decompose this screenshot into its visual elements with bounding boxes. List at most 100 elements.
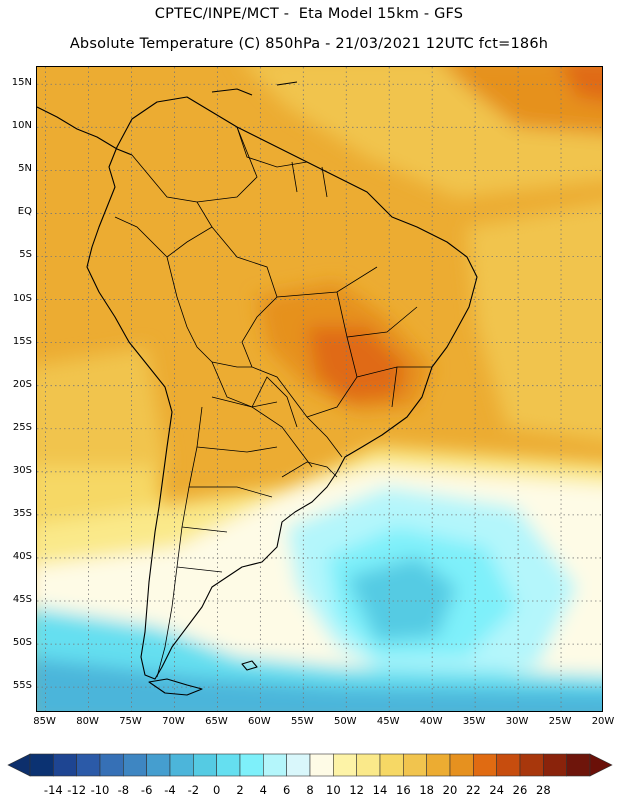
lat-tick-label: 30S bbox=[12, 464, 32, 476]
colorbar-high-arrow bbox=[589, 753, 613, 777]
colorbar-swatch bbox=[123, 753, 147, 777]
field-drake-cold bbox=[37, 658, 602, 711]
central-america-outline bbox=[37, 106, 133, 156]
colorbar-level-label: 6 bbox=[283, 783, 290, 797]
colorbar-swatch bbox=[426, 753, 451, 777]
border-paraguay bbox=[251, 376, 298, 428]
colorbar-swatch bbox=[519, 753, 544, 777]
colorbar-swatch bbox=[379, 753, 404, 777]
colorbar-swatch bbox=[193, 753, 217, 777]
graticule bbox=[37, 67, 602, 711]
colorbar-level-label: 18 bbox=[419, 783, 434, 797]
colorbar-swatch bbox=[449, 753, 474, 777]
lon-tick-label: 40W bbox=[419, 716, 443, 727]
border-argentina-north bbox=[211, 396, 313, 468]
colorbar-swatch bbox=[403, 753, 427, 777]
border-ecuador bbox=[114, 216, 168, 258]
lon-tick-label: 70W bbox=[162, 716, 185, 727]
lat-tick-label: 55S bbox=[12, 680, 32, 692]
lat-tick-label: 10S bbox=[12, 292, 32, 304]
colorbar-level-label: 20 bbox=[443, 783, 458, 797]
colorbar-level-label: 28 bbox=[536, 783, 551, 797]
colorbar-level-label: -14 bbox=[44, 783, 63, 797]
falklands bbox=[241, 660, 258, 671]
colorbar-swatch bbox=[53, 753, 77, 777]
colorbar-swatch bbox=[99, 753, 124, 777]
brazil-states bbox=[276, 266, 432, 418]
border-bolivia bbox=[211, 361, 278, 408]
colorbar-swatch bbox=[356, 753, 381, 777]
colorbar-level-label: 24 bbox=[489, 783, 504, 797]
border-uruguay bbox=[281, 461, 338, 478]
lon-tick-label: 80W bbox=[76, 716, 99, 727]
colorbar-swatch bbox=[29, 753, 54, 777]
colorbar-level-label: -2 bbox=[188, 783, 199, 797]
colorbar-level-label: 16 bbox=[396, 783, 411, 797]
colorbar-swatch bbox=[473, 753, 497, 777]
colorbar-swatch bbox=[333, 753, 357, 777]
border-peru bbox=[166, 256, 213, 363]
colorbar-swatch bbox=[496, 753, 521, 777]
temperature-field bbox=[37, 67, 602, 711]
border-colombia bbox=[131, 154, 213, 258]
field-south-coldest bbox=[347, 557, 457, 642]
lon-tick-label: 65W bbox=[205, 716, 228, 727]
colorbar-level-label: -12 bbox=[67, 783, 86, 797]
lat-tick-label: 15S bbox=[12, 335, 32, 347]
lat-tick-label: 5S bbox=[19, 249, 32, 261]
colorbar-level-label: 10 bbox=[326, 783, 341, 797]
colorbar-swatch bbox=[76, 753, 101, 777]
colorbar-swatch bbox=[216, 753, 241, 777]
colorbar-level-label: 26 bbox=[513, 783, 528, 797]
lon-tick-label: 50W bbox=[333, 716, 357, 727]
colorbar-level-label: -4 bbox=[164, 783, 175, 797]
colorbar-swatch bbox=[239, 753, 264, 777]
field-north-ocean-warm bbox=[447, 67, 602, 135]
colorbar: -14 -12 -10 -8 -6 -4 -2 0 2 4 6 8 10 12 14 16 18 20 22 24 26… bbox=[7, 753, 613, 797]
lat-tick-label: 10N bbox=[11, 120, 32, 132]
lat-tick-label: 5N bbox=[18, 163, 32, 175]
colorbar-swatch bbox=[263, 753, 287, 777]
argentina-provinces bbox=[176, 446, 278, 573]
lon-tick-label: 85W bbox=[33, 716, 56, 727]
coastlines bbox=[37, 81, 478, 696]
map-title: CPTEC/INPE/MCT - Eta Model 15km - GFS bbox=[154, 6, 464, 22]
colorbar-boxes bbox=[7, 753, 613, 777]
colorbar-swatch bbox=[146, 753, 171, 777]
south-america-outline bbox=[86, 96, 478, 680]
lon-tick-label: 55W bbox=[291, 716, 314, 727]
colorbar-level-label: 12 bbox=[349, 783, 364, 797]
lon-tick-label: 25W bbox=[548, 716, 572, 727]
colorbar-level-label: 14 bbox=[373, 783, 388, 797]
colorbar-level-label: -6 bbox=[141, 783, 152, 797]
colorbar-swatch bbox=[286, 753, 311, 777]
lat-tick-label: 40S bbox=[12, 550, 32, 562]
colorbar-level-label: 8 bbox=[306, 783, 313, 797]
lon-tick-label: 45W bbox=[376, 716, 400, 727]
colorbar-level-label: 2 bbox=[236, 783, 243, 797]
colorbar-labels: -14 -12 -10 -8 -6 -4 -2 0 2 4 6 8 10 12 14 16 18 20 22 24 26… bbox=[44, 783, 551, 797]
colorbar-level-label: -8 bbox=[118, 783, 129, 797]
field-atlantic-east bbox=[467, 203, 602, 442]
tierra-del-fuego bbox=[148, 678, 203, 696]
colorbar-level-label: -10 bbox=[91, 783, 110, 797]
lon-tick-label: 60W bbox=[248, 716, 271, 727]
border-guianas bbox=[236, 126, 328, 198]
lon-tick-label: 35W bbox=[462, 716, 486, 727]
colorbar-level-label: 4 bbox=[260, 783, 267, 797]
caribbean-islands bbox=[211, 81, 298, 96]
lat-tick-label: 50S bbox=[12, 637, 32, 649]
field-pacific-band bbox=[37, 347, 167, 487]
border-venezuela bbox=[196, 126, 258, 203]
map-subtitle: Absolute Temperature (C) 850hPa - 21/03/… bbox=[69, 36, 549, 52]
colorbar-swatch bbox=[543, 753, 567, 777]
lon-tick-label: 30W bbox=[505, 716, 529, 727]
colorbar-level-label: 0 bbox=[213, 783, 220, 797]
colorbar-swatch bbox=[169, 753, 194, 777]
border-argentina-chile bbox=[156, 406, 203, 678]
colorbar-swatch bbox=[566, 753, 591, 777]
colorbar-level-label: 22 bbox=[466, 783, 481, 797]
lat-tick-label: 25S bbox=[12, 421, 32, 433]
lat-tick-label: 35S bbox=[12, 507, 32, 519]
lat-tick-label: 20S bbox=[12, 378, 32, 390]
